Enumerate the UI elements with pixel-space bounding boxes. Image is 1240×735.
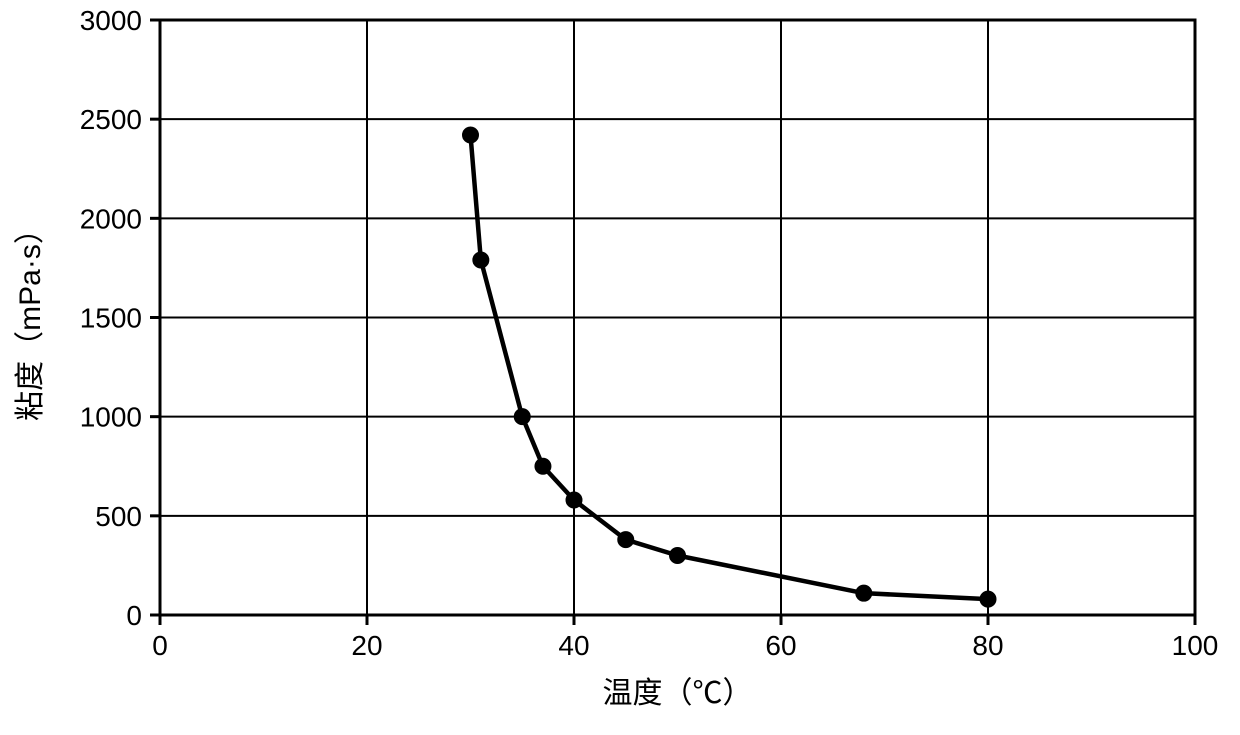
y-axis-title: 粘度（mPa·s） — [14, 214, 47, 421]
chart-svg: 020406080100050010001500200025003000温度（℃… — [0, 0, 1240, 735]
series-marker — [514, 409, 530, 425]
series-marker — [463, 127, 479, 143]
x-axis-title: 温度（℃） — [603, 677, 753, 710]
x-tick-label: 40 — [558, 630, 589, 661]
x-tick-label: 60 — [765, 630, 796, 661]
x-tick-label: 100 — [1172, 630, 1219, 661]
x-tick-label: 20 — [351, 630, 382, 661]
y-tick-label: 500 — [95, 501, 142, 532]
y-tick-label: 0 — [126, 600, 142, 631]
y-tick-label: 2000 — [80, 203, 142, 234]
x-tick-label: 0 — [152, 630, 168, 661]
y-tick-label: 3000 — [80, 5, 142, 36]
series-marker — [856, 585, 872, 601]
series-marker — [566, 492, 582, 508]
series-marker — [670, 548, 686, 564]
y-tick-label: 1500 — [80, 303, 142, 334]
series-marker — [535, 458, 551, 474]
x-tick-label: 80 — [972, 630, 1003, 661]
series-marker — [473, 252, 489, 268]
series-marker — [618, 532, 634, 548]
series-marker — [980, 591, 996, 607]
y-tick-label: 2500 — [80, 104, 142, 135]
viscosity-temperature-chart: 020406080100050010001500200025003000温度（℃… — [0, 0, 1240, 735]
y-tick-label: 1000 — [80, 402, 142, 433]
